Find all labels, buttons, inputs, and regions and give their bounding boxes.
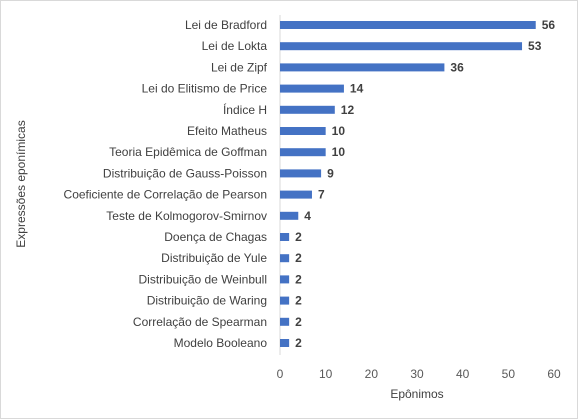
bar <box>280 233 290 241</box>
category-label: Teste de Kolmogorov-Smirnov <box>106 209 267 223</box>
category-label: Lei do Elitismo de Price <box>142 82 268 96</box>
bar <box>280 148 326 157</box>
category-label: Índice H <box>223 102 267 117</box>
value-label: 12 <box>341 103 355 117</box>
value-label: 36 <box>450 60 464 74</box>
bar <box>280 190 312 199</box>
x-axis-title: Epônimos <box>390 387 443 401</box>
bar <box>280 296 290 305</box>
x-tick-label: 40 <box>456 367 470 381</box>
bar <box>280 63 445 72</box>
bar <box>280 339 290 347</box>
value-label: 7 <box>318 188 325 202</box>
value-label: 4 <box>304 209 311 223</box>
x-tick-label: 50 <box>502 367 516 381</box>
value-label: 9 <box>327 166 334 180</box>
category-label: Distribuição de Gauss-Poisson <box>103 166 267 180</box>
category-label: Coeficiente de Correlação de Pearson <box>64 188 267 202</box>
value-label: 14 <box>350 82 364 96</box>
category-labels: Lei de Bradford Lei de Lokta Lei de Zipf Le… <box>64 18 268 350</box>
category-label: Modelo Booleano <box>174 336 268 350</box>
value-label: 2 <box>295 230 302 244</box>
value-label: 2 <box>295 272 302 286</box>
bar <box>280 169 322 178</box>
category-label: Efeito Matheus <box>187 124 267 138</box>
bar <box>280 254 290 263</box>
bar <box>280 127 326 135</box>
bars <box>280 21 536 347</box>
x-tick-label: 30 <box>410 367 424 381</box>
value-label: 2 <box>295 336 302 350</box>
category-label: Lei de Zipf <box>211 60 268 74</box>
bar <box>280 275 290 284</box>
category-label: Distribuição de Weinbull <box>138 272 267 286</box>
value-label: 53 <box>528 39 542 53</box>
value-label: 56 <box>542 18 556 32</box>
bar <box>280 105 335 114</box>
category-label: Distribuição de Waring <box>147 294 267 308</box>
x-tick-label: 20 <box>365 367 379 381</box>
x-tick-label: 60 <box>547 367 561 381</box>
bar <box>280 317 290 326</box>
value-label: 10 <box>332 124 346 138</box>
value-label: 2 <box>295 315 302 329</box>
value-label: 10 <box>332 145 346 159</box>
bar <box>280 84 344 93</box>
value-label: 2 <box>295 294 302 308</box>
x-tick-label: 10 <box>319 367 333 381</box>
category-label: Correlação de Spearman <box>133 315 267 329</box>
y-axis-title: Expressões eponímicas <box>14 120 28 247</box>
bar <box>280 42 523 51</box>
value-label: 2 <box>295 251 302 265</box>
bar <box>280 21 536 29</box>
category-label: Lei de Lokta <box>202 39 268 53</box>
x-tick-labels: 0 10 20 30 40 50 60 <box>277 367 561 381</box>
category-label: Lei de Bradford <box>185 18 267 32</box>
category-label: Distribuição de Yule <box>161 251 267 265</box>
x-tick-label: 0 <box>277 367 284 381</box>
bar <box>280 211 299 220</box>
category-label: Teoria Epidêmica de Goffman <box>109 145 267 159</box>
category-label: Doença de Chagas <box>164 230 267 244</box>
